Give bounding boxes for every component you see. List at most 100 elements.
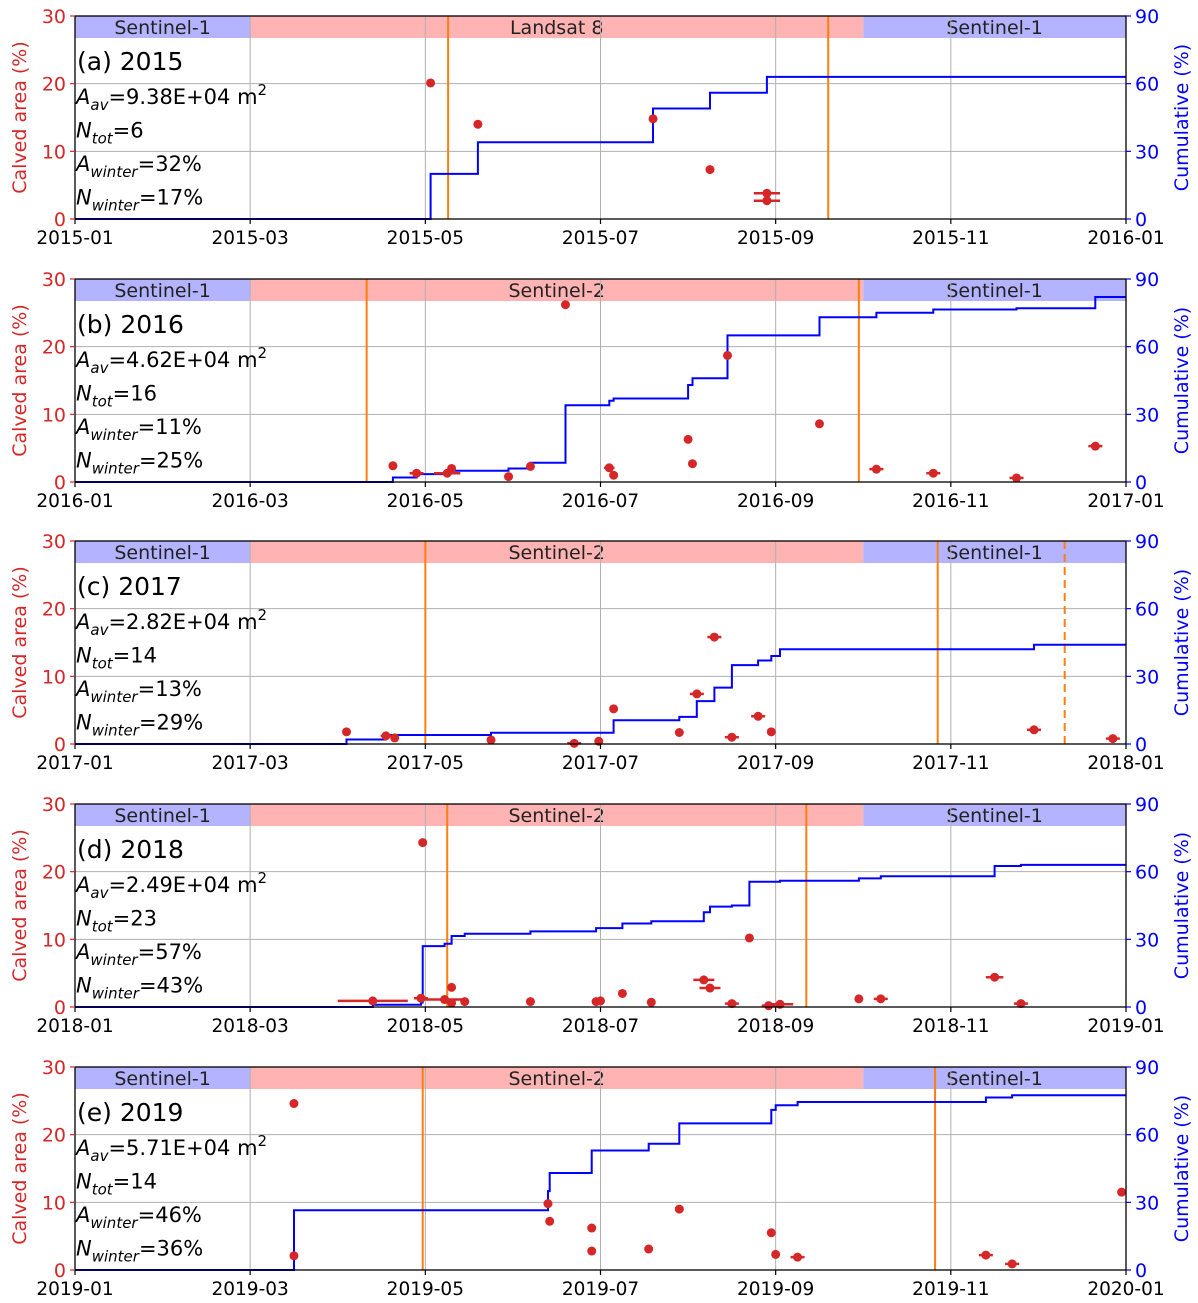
- stat-a-winter: Awinter=57%: [74, 940, 202, 969]
- y2-tick-label: 90: [1135, 794, 1159, 816]
- x-tick-label: 2016-11: [912, 491, 989, 512]
- stat-n-tot: Ntot=6: [76, 119, 144, 148]
- stat-a-winter: Awinter=13%: [74, 677, 202, 706]
- y2-tick-label: 90: [1135, 531, 1159, 553]
- x-tick-label: 2019-11: [912, 1279, 989, 1300]
- cumulative-line: [75, 863, 1126, 1008]
- stat-n-tot: Ntot=23: [76, 907, 157, 936]
- sensor-band: [250, 1067, 864, 1089]
- x-tick-label: 2019-07: [562, 1279, 639, 1300]
- calving-point: [648, 114, 658, 124]
- calving-point: [764, 1001, 774, 1011]
- y2-axis-label: Cumulative (%): [1171, 307, 1193, 454]
- calving-point: [928, 468, 938, 478]
- calving-point: [854, 994, 864, 1004]
- sensor-band-label: Sentinel-2: [508, 1068, 604, 1090]
- calving-point: [771, 1249, 781, 1259]
- y-tick-label: 10: [42, 1192, 66, 1214]
- y-tick-label: 30: [42, 531, 66, 553]
- y-tick-label: 0: [54, 1260, 66, 1282]
- y2-tick-label: 60: [1135, 337, 1159, 359]
- sensor-band-label: Sentinel-1: [114, 1068, 210, 1090]
- x-tick-label: 2019-09: [737, 1279, 814, 1300]
- calving-point: [793, 1252, 803, 1262]
- calving-point: [722, 350, 732, 360]
- cumulative-line: [75, 1094, 1126, 1271]
- y-tick-label: 30: [42, 794, 66, 816]
- calving-point: [525, 997, 535, 1007]
- sensor-band: [75, 1067, 251, 1089]
- stat-n-tot: Ntot=16: [76, 382, 157, 411]
- sensor-band: [250, 16, 864, 38]
- calving-point: [560, 300, 570, 310]
- y-tick-label: 10: [42, 141, 66, 163]
- x-tick-label: 2015-03: [212, 228, 289, 249]
- calving-point: [646, 997, 656, 1007]
- x-tick-label: 2017-09: [737, 753, 814, 774]
- calving-point: [617, 988, 627, 998]
- calving-point: [447, 998, 457, 1008]
- calving-point: [426, 78, 436, 88]
- y2-tick-label: 30: [1135, 404, 1159, 426]
- panel-label: (a) 2015: [77, 47, 183, 76]
- y2-tick-label: 30: [1135, 929, 1159, 951]
- calving-point: [990, 972, 1000, 982]
- x-tick-label: 2016-07: [562, 491, 639, 512]
- sensor-band: [863, 1067, 1126, 1089]
- stat-a-winter: Awinter=46%: [74, 1203, 202, 1232]
- calving-point: [766, 727, 776, 737]
- sensor-band: [75, 541, 251, 563]
- calving-point: [342, 727, 352, 737]
- calving-point: [683, 434, 693, 444]
- sensor-band: [250, 804, 864, 826]
- stat-a-av: Aav=2.82E+04 m2: [74, 606, 267, 639]
- y2-tick-label: 0: [1135, 997, 1147, 1019]
- calving-point: [368, 996, 378, 1006]
- calving-point: [644, 1244, 654, 1254]
- y2-tick-label: 0: [1135, 734, 1147, 756]
- calving-point: [460, 997, 470, 1007]
- x-tick-label: 2016-03: [212, 491, 289, 512]
- sensor-band-label: Sentinel-1: [114, 542, 210, 564]
- stat-n-winter: Nwinter=29%: [76, 711, 203, 740]
- stat-a-winter: Awinter=32%: [74, 152, 202, 181]
- y-axis-label: Calved area (%): [9, 1092, 31, 1245]
- y-axis-label: Calved area (%): [9, 566, 31, 719]
- x-tick-label: 2018-01: [1087, 753, 1164, 774]
- calving-point: [390, 733, 400, 743]
- sensor-band: [250, 541, 864, 563]
- y2-axis-label: Cumulative (%): [1171, 832, 1193, 979]
- stat-a-av: Aav=2.49E+04 m2: [74, 869, 267, 902]
- calving-point: [705, 983, 715, 993]
- x-tick-label: 2017-05: [387, 753, 464, 774]
- y-tick-label: 20: [42, 599, 66, 621]
- x-tick-label: 2019-03: [212, 1279, 289, 1300]
- calving-point: [596, 996, 605, 1006]
- sensor-band: [863, 16, 1126, 38]
- y-tick-label: 10: [42, 666, 66, 688]
- x-tick-label: 2018-03: [212, 1016, 289, 1037]
- panel-label: (d) 2018: [77, 835, 184, 864]
- calving-point: [814, 419, 824, 429]
- calving-point: [388, 461, 398, 471]
- y-tick-label: 20: [42, 862, 66, 884]
- x-tick-label: 2018-11: [912, 1016, 989, 1037]
- x-tick-label: 2017-07: [562, 753, 639, 774]
- calving-point: [473, 119, 483, 129]
- y-axis-label: Calved area (%): [9, 41, 31, 194]
- sensor-band: [863, 541, 1126, 563]
- calving-point: [289, 1251, 299, 1261]
- calving-point: [1012, 473, 1022, 483]
- y2-tick-label: 0: [1135, 1260, 1147, 1282]
- y2-tick-label: 0: [1135, 472, 1147, 494]
- calving-point: [525, 461, 535, 471]
- calving-point: [981, 1250, 991, 1260]
- cumulative-line: [75, 643, 1126, 745]
- x-tick-label: 2015-07: [562, 228, 639, 249]
- x-tick-label: 2018-07: [562, 1016, 639, 1037]
- stat-n-tot: Ntot=14: [76, 1170, 157, 1199]
- calving-point: [762, 196, 772, 206]
